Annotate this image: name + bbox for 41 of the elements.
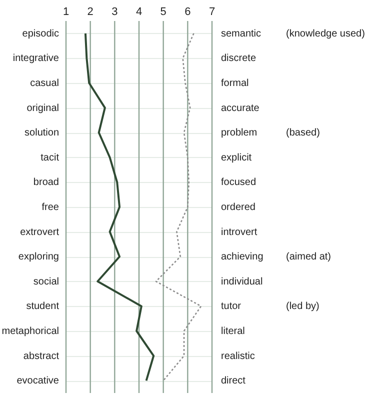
y2-tick-label: ordered bbox=[221, 202, 256, 213]
y2-tick-label: introvert bbox=[221, 226, 258, 238]
x-tick-label: 3 bbox=[112, 6, 118, 18]
y-tick-label: social bbox=[33, 276, 59, 288]
y2-tick-label: discrete bbox=[221, 53, 256, 64]
y2-tick-label: realistic bbox=[221, 350, 255, 362]
y-tick-label: tacit bbox=[40, 152, 60, 164]
y-tick-label: extrovert bbox=[20, 226, 60, 238]
y2-tick-label: explicit bbox=[221, 152, 252, 164]
x-tick-label: 5 bbox=[160, 6, 166, 18]
y2-tick-label: semantic bbox=[221, 28, 262, 40]
text: (led by) bbox=[286, 301, 320, 312]
y-tick-label: student bbox=[26, 301, 60, 312]
y2-tick-label: problem bbox=[221, 128, 258, 139]
y2-tick-label: direct bbox=[221, 376, 246, 387]
y-tick-label: episodic bbox=[22, 28, 59, 40]
y-tick-label: abstract bbox=[23, 350, 60, 362]
y-tick-label: metaphorical bbox=[2, 326, 59, 337]
x-tick-label: 4 bbox=[136, 6, 142, 18]
text: (aimed at) bbox=[286, 252, 332, 263]
x-tick-label: 1 bbox=[62, 6, 70, 18]
y-tick-label: broad bbox=[33, 177, 59, 188]
y2-tick-label: achieving bbox=[221, 252, 264, 263]
y-tick-label: integrative bbox=[12, 53, 60, 64]
y-tick-label: casual bbox=[30, 78, 59, 89]
text: (based) bbox=[286, 128, 320, 139]
x-tick-label: 7 bbox=[208, 6, 216, 18]
y-tick-label: free bbox=[42, 202, 60, 213]
y2-tick-label: focused bbox=[221, 177, 256, 188]
x-tick-label: 2 bbox=[87, 6, 94, 18]
y-tick-label: evocative bbox=[16, 376, 60, 387]
y2-tick-label: tutor bbox=[221, 301, 242, 312]
y-tick-label: original bbox=[26, 102, 59, 114]
y-tick-label: solution bbox=[24, 128, 59, 139]
y2-tick-label: accurate bbox=[221, 102, 260, 114]
y-tick-label: exploring bbox=[18, 252, 59, 263]
y2-tick-label: formal bbox=[221, 78, 249, 89]
x-tick-label: 6 bbox=[184, 6, 191, 18]
text: (knowledge used) bbox=[286, 28, 365, 40]
y2-tick-label: individual bbox=[221, 276, 263, 288]
y2-tick-label: literal bbox=[221, 326, 245, 337]
